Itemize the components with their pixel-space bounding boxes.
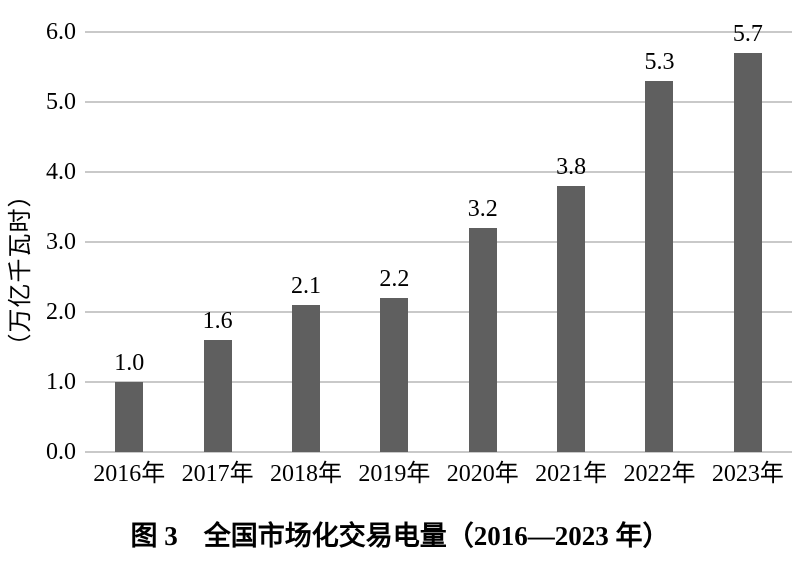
bar-value-label: 3.8 [556,154,587,180]
y-tick-label: 3.0 [46,229,76,255]
bar-slot: 5.3 [615,32,703,452]
bar-slot: 2.2 [350,32,438,452]
bar-value-label: 1.0 [114,350,145,376]
bar [203,340,232,452]
y-axis: 0.0 1.0 2.0 3.0 4.0 5.0 6.0 [0,19,76,465]
y-tick-label: 2.0 [46,299,76,325]
bar [115,382,144,452]
gridline [85,381,792,383]
x-tick-label: 2020年 [446,461,519,487]
bar [557,186,586,452]
bar-slot: 3.8 [527,32,615,452]
bar [468,228,497,452]
y-tick-label: 4.0 [46,159,76,185]
bar-value-label: 1.6 [202,308,233,334]
bar-value-label: 5.7 [732,21,763,47]
x-axis: 2016年 2017年 2018年 2019年 2020年 2021年 2022年 2023年 [85,460,792,488]
bar [645,81,674,452]
bar-slot: 1.0 [85,32,173,452]
bar [733,53,762,452]
x-tick-label: 2018年 [269,461,342,487]
y-tick-label: 5.0 [46,89,76,115]
bar [291,305,320,452]
plot-area: 1.0 1.6 2.1 2.2 3.2 3.8 5.3 5.7 [85,21,792,453]
bar-value-label: 5.3 [644,49,675,75]
x-tick-label: 2016年 [93,461,166,487]
bar-value-label: 2.2 [379,266,410,292]
y-tick-label: 1.0 [46,369,76,395]
gridline [85,241,792,243]
chart-caption: 图 3 全国市场化交易电量（2016—2023 年） [0,521,800,551]
y-tick-label: 6.0 [46,19,76,45]
x-tick-label: 2023年 [711,461,784,487]
y-tick-label: 0.0 [46,439,76,465]
bar-slot: 2.1 [262,32,350,452]
gridline [85,31,792,33]
x-tick-label: 2019年 [358,461,431,487]
bars-layer: 1.0 1.6 2.1 2.2 3.2 3.8 5.3 5.7 [85,21,792,452]
bar-value-label: 2.1 [290,273,321,299]
bar-slot: 3.2 [439,32,527,452]
x-tick-label: 2021年 [535,461,608,487]
x-tick-label: 2017年 [181,461,254,487]
bar-value-label: 3.2 [467,196,498,222]
y-axis-title: （万亿千瓦时） [8,182,34,358]
bar-slot: 1.6 [173,32,261,452]
gridline [85,311,792,313]
gridline [85,451,792,453]
figure-label: 图 3 [130,521,178,551]
x-tick-label: 2022年 [623,461,696,487]
figure-title: 全国市场化交易电量（2016—2023 年） [203,521,670,551]
gridline [85,171,792,173]
gridline [85,101,792,103]
bar [380,298,409,452]
bar-slot: 5.7 [704,21,792,452]
